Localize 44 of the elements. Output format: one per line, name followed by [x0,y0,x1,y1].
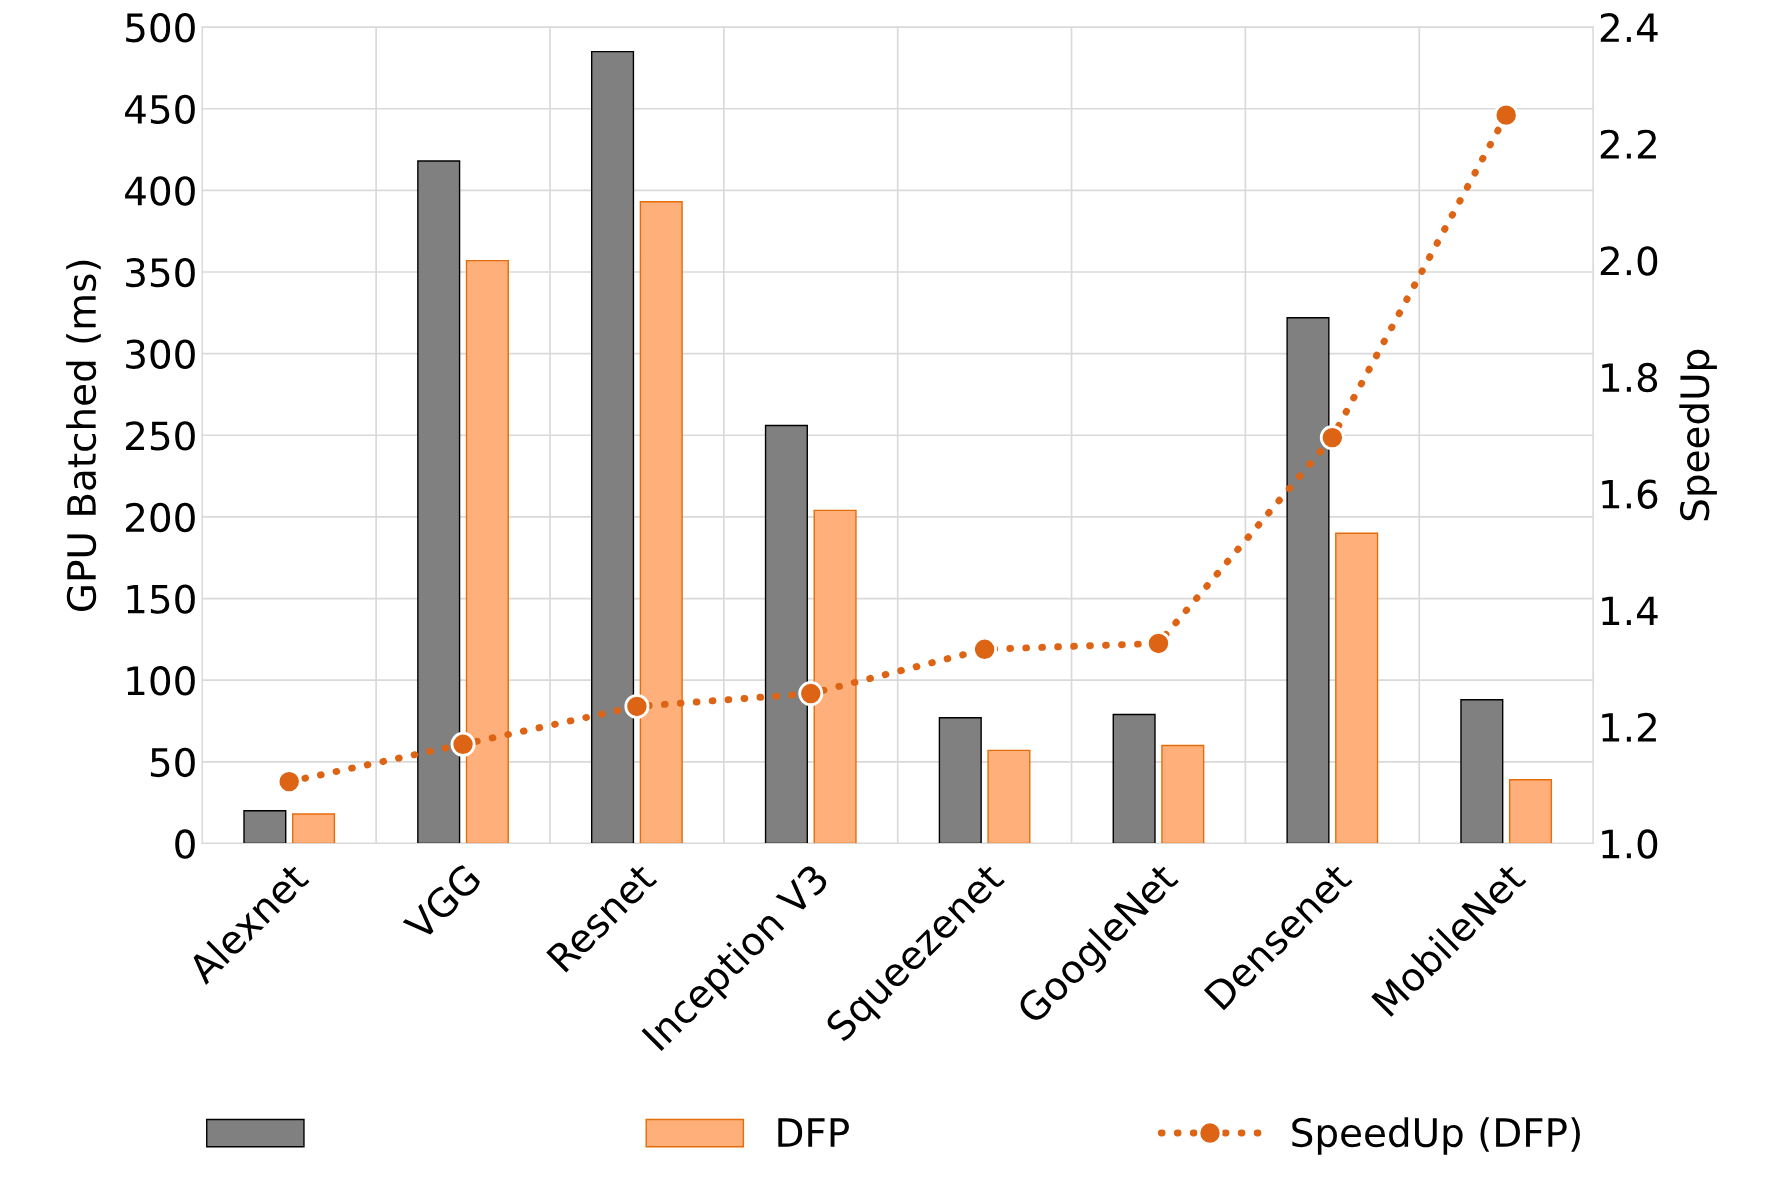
y-tick-label: 0 [175,829,195,859]
bar [1286,317,1330,844]
legend-label: DFP [778,1118,849,1147]
bar [1112,713,1156,844]
bar [1460,699,1504,844]
y-tick-label: 300 [126,339,195,369]
point [1493,102,1519,128]
point [1145,630,1171,656]
y2-tick-label: 1.6 [1602,479,1658,509]
y-tick-label: 500 [126,13,195,43]
point [1319,425,1345,451]
y-tick-label: 50 [150,747,195,778]
point [972,636,998,662]
point [798,681,824,707]
y2-tick-label: 2.2 [1600,129,1656,159]
y-axis-title: GPU Batched (ms) [66,260,101,611]
bar [987,749,1031,844]
bar [938,717,982,844]
y2-tick-label: 1.8 [1602,362,1658,393]
legend-label: SpeedUp (DFP) [1292,1117,1580,1155]
bar [764,424,808,844]
y-tick-label: 100 [127,666,195,696]
bar [243,810,287,844]
y2-tick-label: 1.2 [1602,712,1656,742]
bar [1335,532,1379,844]
y2-axis-title: SpeedUp [1679,349,1717,521]
y-tick-label: 250 [126,421,195,451]
bar [417,160,461,844]
point [276,769,302,795]
bar [1508,779,1553,844]
y2-tick-label: 2.4 [1600,13,1658,42]
bar [291,813,336,844]
y2-tick-label: 1.4 [1602,596,1658,625]
y2-tick-label: 1.0 [1602,829,1658,859]
y-tick-label: 450 [125,94,195,125]
y-tick-label: 200 [126,502,195,533]
bar [591,50,635,844]
bar [1161,744,1205,844]
point [450,731,476,757]
y-tick-label: 400 [125,176,195,206]
y-tick-label: 350 [126,257,195,288]
y2-tick-label: 2.0 [1600,246,1658,276]
point [624,693,650,719]
y-tick-label: 150 [127,584,195,614]
